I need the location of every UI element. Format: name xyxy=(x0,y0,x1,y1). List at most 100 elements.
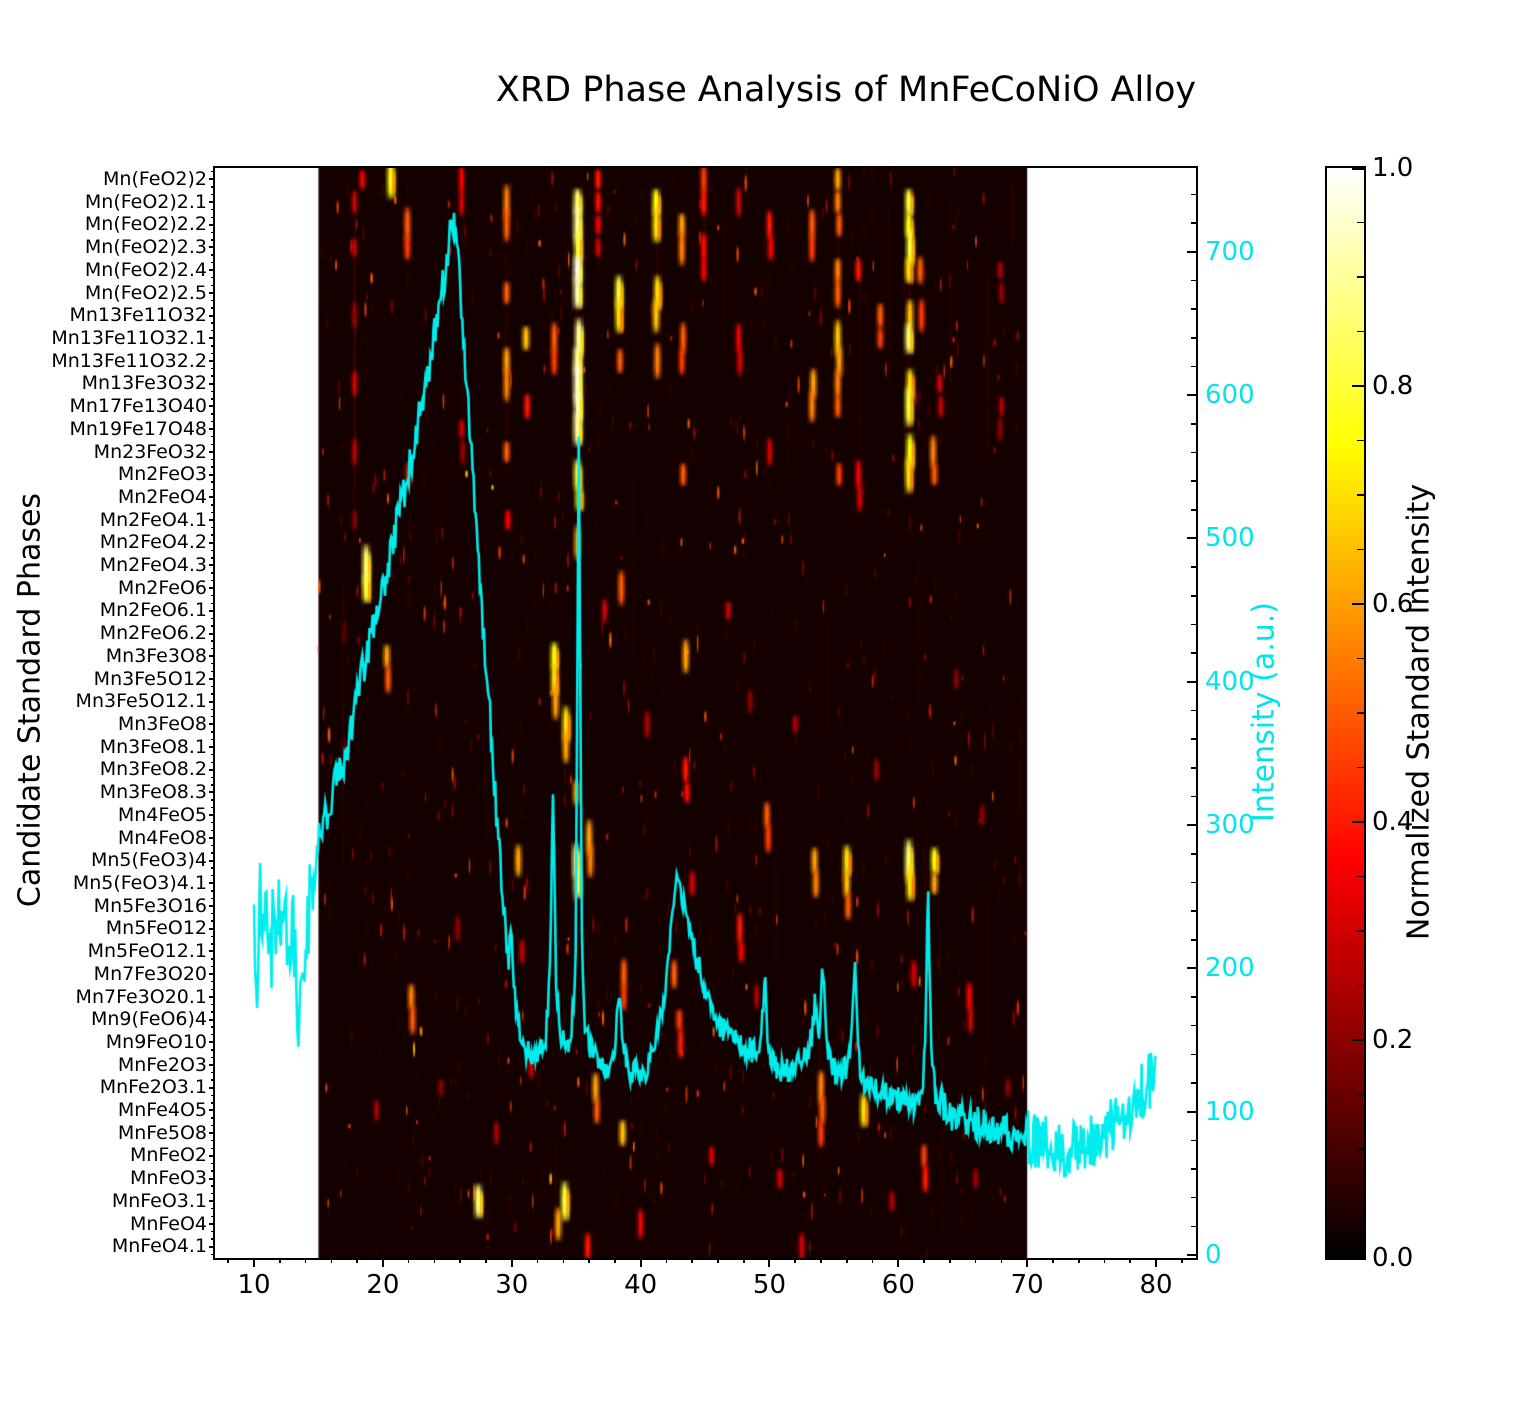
intensity-minor-tick xyxy=(1191,594,1196,597)
phase-minor-tick xyxy=(211,716,215,718)
phase-major-tick xyxy=(209,518,215,521)
phase-label: Mn(FeO2)2.5 xyxy=(84,281,207,304)
phase-minor-tick xyxy=(211,829,215,832)
phase-minor-tick xyxy=(211,1117,215,1119)
x-minor-tick xyxy=(485,1258,487,1263)
phase-major-tick xyxy=(209,1041,215,1044)
phase-minor-tick xyxy=(211,1071,215,1074)
intensity-minor-tick xyxy=(1191,451,1196,454)
phase-minor-tick xyxy=(211,708,215,710)
x-tick-label: 60 xyxy=(881,1270,915,1300)
colorbar-minor-tick xyxy=(1357,548,1364,551)
colorbar-tick-label: 1.0 xyxy=(1372,153,1414,183)
intensity-minor-tick xyxy=(1191,1082,1196,1084)
x-minor-tick xyxy=(407,1258,410,1263)
intensity-minor-tick xyxy=(1191,795,1196,798)
colorbar-tick-label: 0.8 xyxy=(1372,371,1414,401)
phase-minor-tick xyxy=(211,594,215,597)
colorbar-tick-label: 0.4 xyxy=(1372,807,1414,837)
phase-minor-tick xyxy=(211,1215,215,1218)
x-minor-tick xyxy=(562,1258,565,1263)
phase-minor-tick xyxy=(211,625,215,627)
phase-minor-tick xyxy=(211,890,215,892)
phase-major-tick xyxy=(209,360,215,363)
x-minor-tick xyxy=(588,1258,590,1263)
phase-major-tick xyxy=(209,950,215,953)
colorbar-major-tick xyxy=(1352,168,1364,170)
phase-label: Mn(FeO2)2.4 xyxy=(84,258,207,281)
intensity-minor-tick xyxy=(1191,508,1196,511)
x-minor-tick xyxy=(665,1258,668,1263)
phase-label: Mn17Fe13O40 xyxy=(69,395,208,418)
phase-label: Mn2FeO4.1 xyxy=(99,508,207,531)
x-major-tick xyxy=(1155,1258,1158,1267)
phase-minor-tick xyxy=(211,602,215,604)
intensity-tick-label: 700 xyxy=(1205,236,1255,267)
phase-minor-tick xyxy=(211,806,215,809)
phase-minor-tick xyxy=(211,731,215,733)
intensity-minor-tick xyxy=(1191,738,1196,740)
phase-major-tick xyxy=(209,905,215,908)
colorbar-minor-tick xyxy=(1357,221,1364,224)
x-tick-label: 10 xyxy=(237,1270,271,1300)
intensity-minor-tick xyxy=(1191,423,1196,425)
colorbar-minor-tick xyxy=(1357,439,1364,442)
x-tick-label: 70 xyxy=(1010,1270,1044,1300)
right-axis-title-intensity: Intensity (a.u.) xyxy=(1246,602,1282,822)
phase-label: Mn5Fe3O16 xyxy=(93,894,207,917)
phase-label: Mn3FeO8 xyxy=(117,713,207,735)
colorbar-tick-label: 0.0 xyxy=(1372,1243,1414,1273)
intensity-tick-label: 300 xyxy=(1205,810,1255,841)
x-minor-tick xyxy=(717,1258,719,1263)
phase-major-tick xyxy=(209,405,215,408)
phase-label: Mn13Fe11O32.1 xyxy=(51,326,207,349)
x-minor-tick xyxy=(1103,1258,1106,1263)
x-minor-tick xyxy=(691,1258,693,1263)
intensity-major-tick xyxy=(1187,1253,1196,1256)
colorbar-minor-tick xyxy=(1357,657,1364,660)
phase-label: Mn4FeO8 xyxy=(117,826,207,849)
phase-major-tick xyxy=(209,1222,215,1225)
phase-minor-tick xyxy=(211,1011,215,1013)
phase-label: Mn13Fe3O32 xyxy=(81,372,207,395)
phase-label: Mn3Fe3O8 xyxy=(105,644,207,667)
phase-label: Mn2FeO6.1 xyxy=(99,599,207,622)
phase-minor-tick xyxy=(211,844,215,847)
phase-label: Mn3FeO8.3 xyxy=(99,781,207,804)
phase-minor-tick xyxy=(211,526,215,529)
x-minor-tick xyxy=(279,1258,281,1263)
phase-minor-tick xyxy=(211,330,215,332)
x-tick-label: 30 xyxy=(495,1270,529,1300)
intensity-minor-tick xyxy=(1191,222,1196,224)
intensity-minor-tick xyxy=(1191,623,1196,626)
phase-major-tick xyxy=(209,1018,215,1021)
phase-minor-tick xyxy=(211,231,215,234)
phase-minor-tick xyxy=(211,1162,215,1165)
intensity-tick-label: 100 xyxy=(1205,1096,1255,1127)
phase-label: MnFe2O3.1 xyxy=(99,1076,207,1099)
phase-minor-tick xyxy=(211,1056,215,1059)
phase-minor-tick xyxy=(211,988,215,990)
phase-minor-tick xyxy=(211,822,215,824)
phase-major-tick xyxy=(209,814,215,817)
colorbar-major-tick xyxy=(1352,1256,1364,1258)
phase-label: Mn(FeO2)2.1 xyxy=(84,190,207,213)
phase-minor-tick xyxy=(211,322,215,324)
phase-major-tick xyxy=(209,927,215,930)
phase-minor-tick xyxy=(211,420,215,423)
x-minor-tick xyxy=(614,1258,616,1263)
phase-label: MnFeO4.1 xyxy=(111,1235,207,1258)
colorbar-title: Normalized Standard Intensity xyxy=(1401,483,1437,941)
phase-major-tick xyxy=(209,1132,215,1135)
colorbar-minor-tick xyxy=(1357,1093,1364,1096)
phase-major-tick xyxy=(209,995,215,998)
phase-label: Mn2FeO4.3 xyxy=(99,554,207,577)
phase-minor-tick xyxy=(211,693,215,695)
phase-major-tick xyxy=(209,178,215,181)
phase-major-tick xyxy=(209,973,215,976)
phase-minor-tick xyxy=(211,277,215,279)
intensity-minor-tick xyxy=(1191,1024,1196,1027)
phase-minor-tick xyxy=(211,647,215,650)
phase-minor-tick xyxy=(211,572,215,574)
phase-minor-tick xyxy=(211,958,215,960)
